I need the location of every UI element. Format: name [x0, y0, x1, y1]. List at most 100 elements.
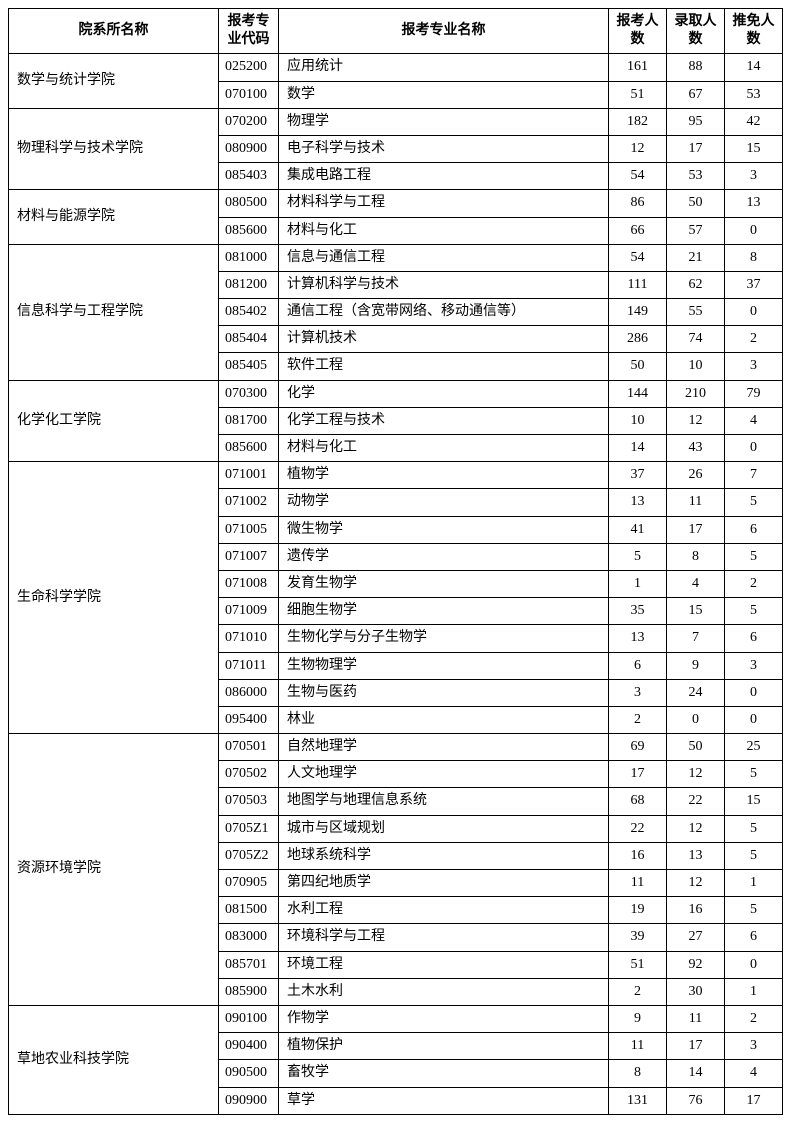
cell-exempt: 1 — [725, 978, 783, 1005]
cell-name: 草学 — [279, 1087, 609, 1114]
cell-admit: 27 — [667, 924, 725, 951]
cell-exempt: 3 — [725, 163, 783, 190]
cell-code: 081500 — [219, 897, 279, 924]
table-row: 化学化工学院070300化学14421079 — [9, 380, 783, 407]
cell-exempt: 2 — [725, 1005, 783, 1032]
cell-apply: 37 — [609, 462, 667, 489]
cell-code: 071002 — [219, 489, 279, 516]
cell-apply: 11 — [609, 1033, 667, 1060]
cell-name: 材料与化工 — [279, 435, 609, 462]
cell-exempt: 0 — [725, 217, 783, 244]
cell-apply: 17 — [609, 761, 667, 788]
cell-admit: 11 — [667, 1005, 725, 1032]
cell-exempt: 3 — [725, 652, 783, 679]
cell-admit: 8 — [667, 543, 725, 570]
cell-admit: 15 — [667, 598, 725, 625]
cell-admit: 88 — [667, 54, 725, 81]
cell-name: 通信工程（含宽带网络、移动通信等） — [279, 299, 609, 326]
cell-code: 071001 — [219, 462, 279, 489]
cell-exempt: 0 — [725, 679, 783, 706]
cell-name: 林业 — [279, 706, 609, 733]
cell-exempt: 13 — [725, 190, 783, 217]
cell-admit: 50 — [667, 190, 725, 217]
cell-exempt: 1 — [725, 870, 783, 897]
cell-admit: 210 — [667, 380, 725, 407]
cell-apply: 131 — [609, 1087, 667, 1114]
cell-dept: 材料与能源学院 — [9, 190, 219, 244]
cell-dept: 数学与统计学院 — [9, 54, 219, 108]
cell-name: 城市与区域规划 — [279, 815, 609, 842]
cell-exempt: 7 — [725, 462, 783, 489]
cell-apply: 16 — [609, 842, 667, 869]
cell-admit: 14 — [667, 1060, 725, 1087]
cell-apply: 149 — [609, 299, 667, 326]
cell-name: 生物与医药 — [279, 679, 609, 706]
cell-code: 083000 — [219, 924, 279, 951]
cell-code: 090100 — [219, 1005, 279, 1032]
cell-apply: 50 — [609, 353, 667, 380]
cell-apply: 19 — [609, 897, 667, 924]
cell-admit: 9 — [667, 652, 725, 679]
cell-dept: 草地农业科技学院 — [9, 1005, 219, 1114]
cell-apply: 14 — [609, 435, 667, 462]
table-row: 信息科学与工程学院081000信息与通信工程54218 — [9, 244, 783, 271]
cell-exempt: 25 — [725, 734, 783, 761]
cell-exempt: 0 — [725, 299, 783, 326]
cell-apply: 8 — [609, 1060, 667, 1087]
cell-name: 化学工程与技术 — [279, 407, 609, 434]
cell-name: 地图学与地理信息系统 — [279, 788, 609, 815]
cell-name: 自然地理学 — [279, 734, 609, 761]
cell-code: 086000 — [219, 679, 279, 706]
cell-apply: 2 — [609, 706, 667, 733]
cell-admit: 17 — [667, 1033, 725, 1060]
cell-name: 第四纪地质学 — [279, 870, 609, 897]
cell-name: 畜牧学 — [279, 1060, 609, 1087]
cell-exempt: 15 — [725, 135, 783, 162]
cell-exempt: 3 — [725, 353, 783, 380]
admissions-table: 院系所名称 报考专业代码 报考专业名称 报考人数 录取人数 推免人数 数学与统计… — [8, 8, 783, 1115]
cell-exempt: 5 — [725, 489, 783, 516]
cell-exempt: 0 — [725, 435, 783, 462]
cell-dept: 物理科学与技术学院 — [9, 108, 219, 190]
cell-apply: 12 — [609, 135, 667, 162]
cell-dept: 资源环境学院 — [9, 734, 219, 1006]
cell-code: 071008 — [219, 570, 279, 597]
cell-admit: 53 — [667, 163, 725, 190]
cell-exempt: 79 — [725, 380, 783, 407]
cell-code: 071009 — [219, 598, 279, 625]
cell-code: 070300 — [219, 380, 279, 407]
cell-apply: 111 — [609, 271, 667, 298]
cell-name: 化学 — [279, 380, 609, 407]
cell-apply: 13 — [609, 489, 667, 516]
cell-name: 人文地理学 — [279, 761, 609, 788]
cell-admit: 76 — [667, 1087, 725, 1114]
cell-code: 085402 — [219, 299, 279, 326]
cell-apply: 22 — [609, 815, 667, 842]
cell-name: 水利工程 — [279, 897, 609, 924]
cell-apply: 86 — [609, 190, 667, 217]
cell-admit: 13 — [667, 842, 725, 869]
cell-admit: 21 — [667, 244, 725, 271]
cell-code: 071010 — [219, 625, 279, 652]
cell-admit: 22 — [667, 788, 725, 815]
cell-code: 080500 — [219, 190, 279, 217]
cell-admit: 74 — [667, 326, 725, 353]
cell-admit: 7 — [667, 625, 725, 652]
cell-exempt: 2 — [725, 326, 783, 353]
cell-dept: 信息科学与工程学院 — [9, 244, 219, 380]
cell-code: 085701 — [219, 951, 279, 978]
cell-exempt: 53 — [725, 81, 783, 108]
cell-name: 计算机技术 — [279, 326, 609, 353]
cell-code: 090900 — [219, 1087, 279, 1114]
cell-name: 数学 — [279, 81, 609, 108]
cell-admit: 26 — [667, 462, 725, 489]
cell-name: 作物学 — [279, 1005, 609, 1032]
cell-exempt: 5 — [725, 897, 783, 924]
cell-code: 085600 — [219, 217, 279, 244]
cell-admit: 55 — [667, 299, 725, 326]
cell-admit: 0 — [667, 706, 725, 733]
cell-code: 085405 — [219, 353, 279, 380]
cell-name: 植物保护 — [279, 1033, 609, 1060]
cell-code: 0705Z2 — [219, 842, 279, 869]
cell-apply: 161 — [609, 54, 667, 81]
